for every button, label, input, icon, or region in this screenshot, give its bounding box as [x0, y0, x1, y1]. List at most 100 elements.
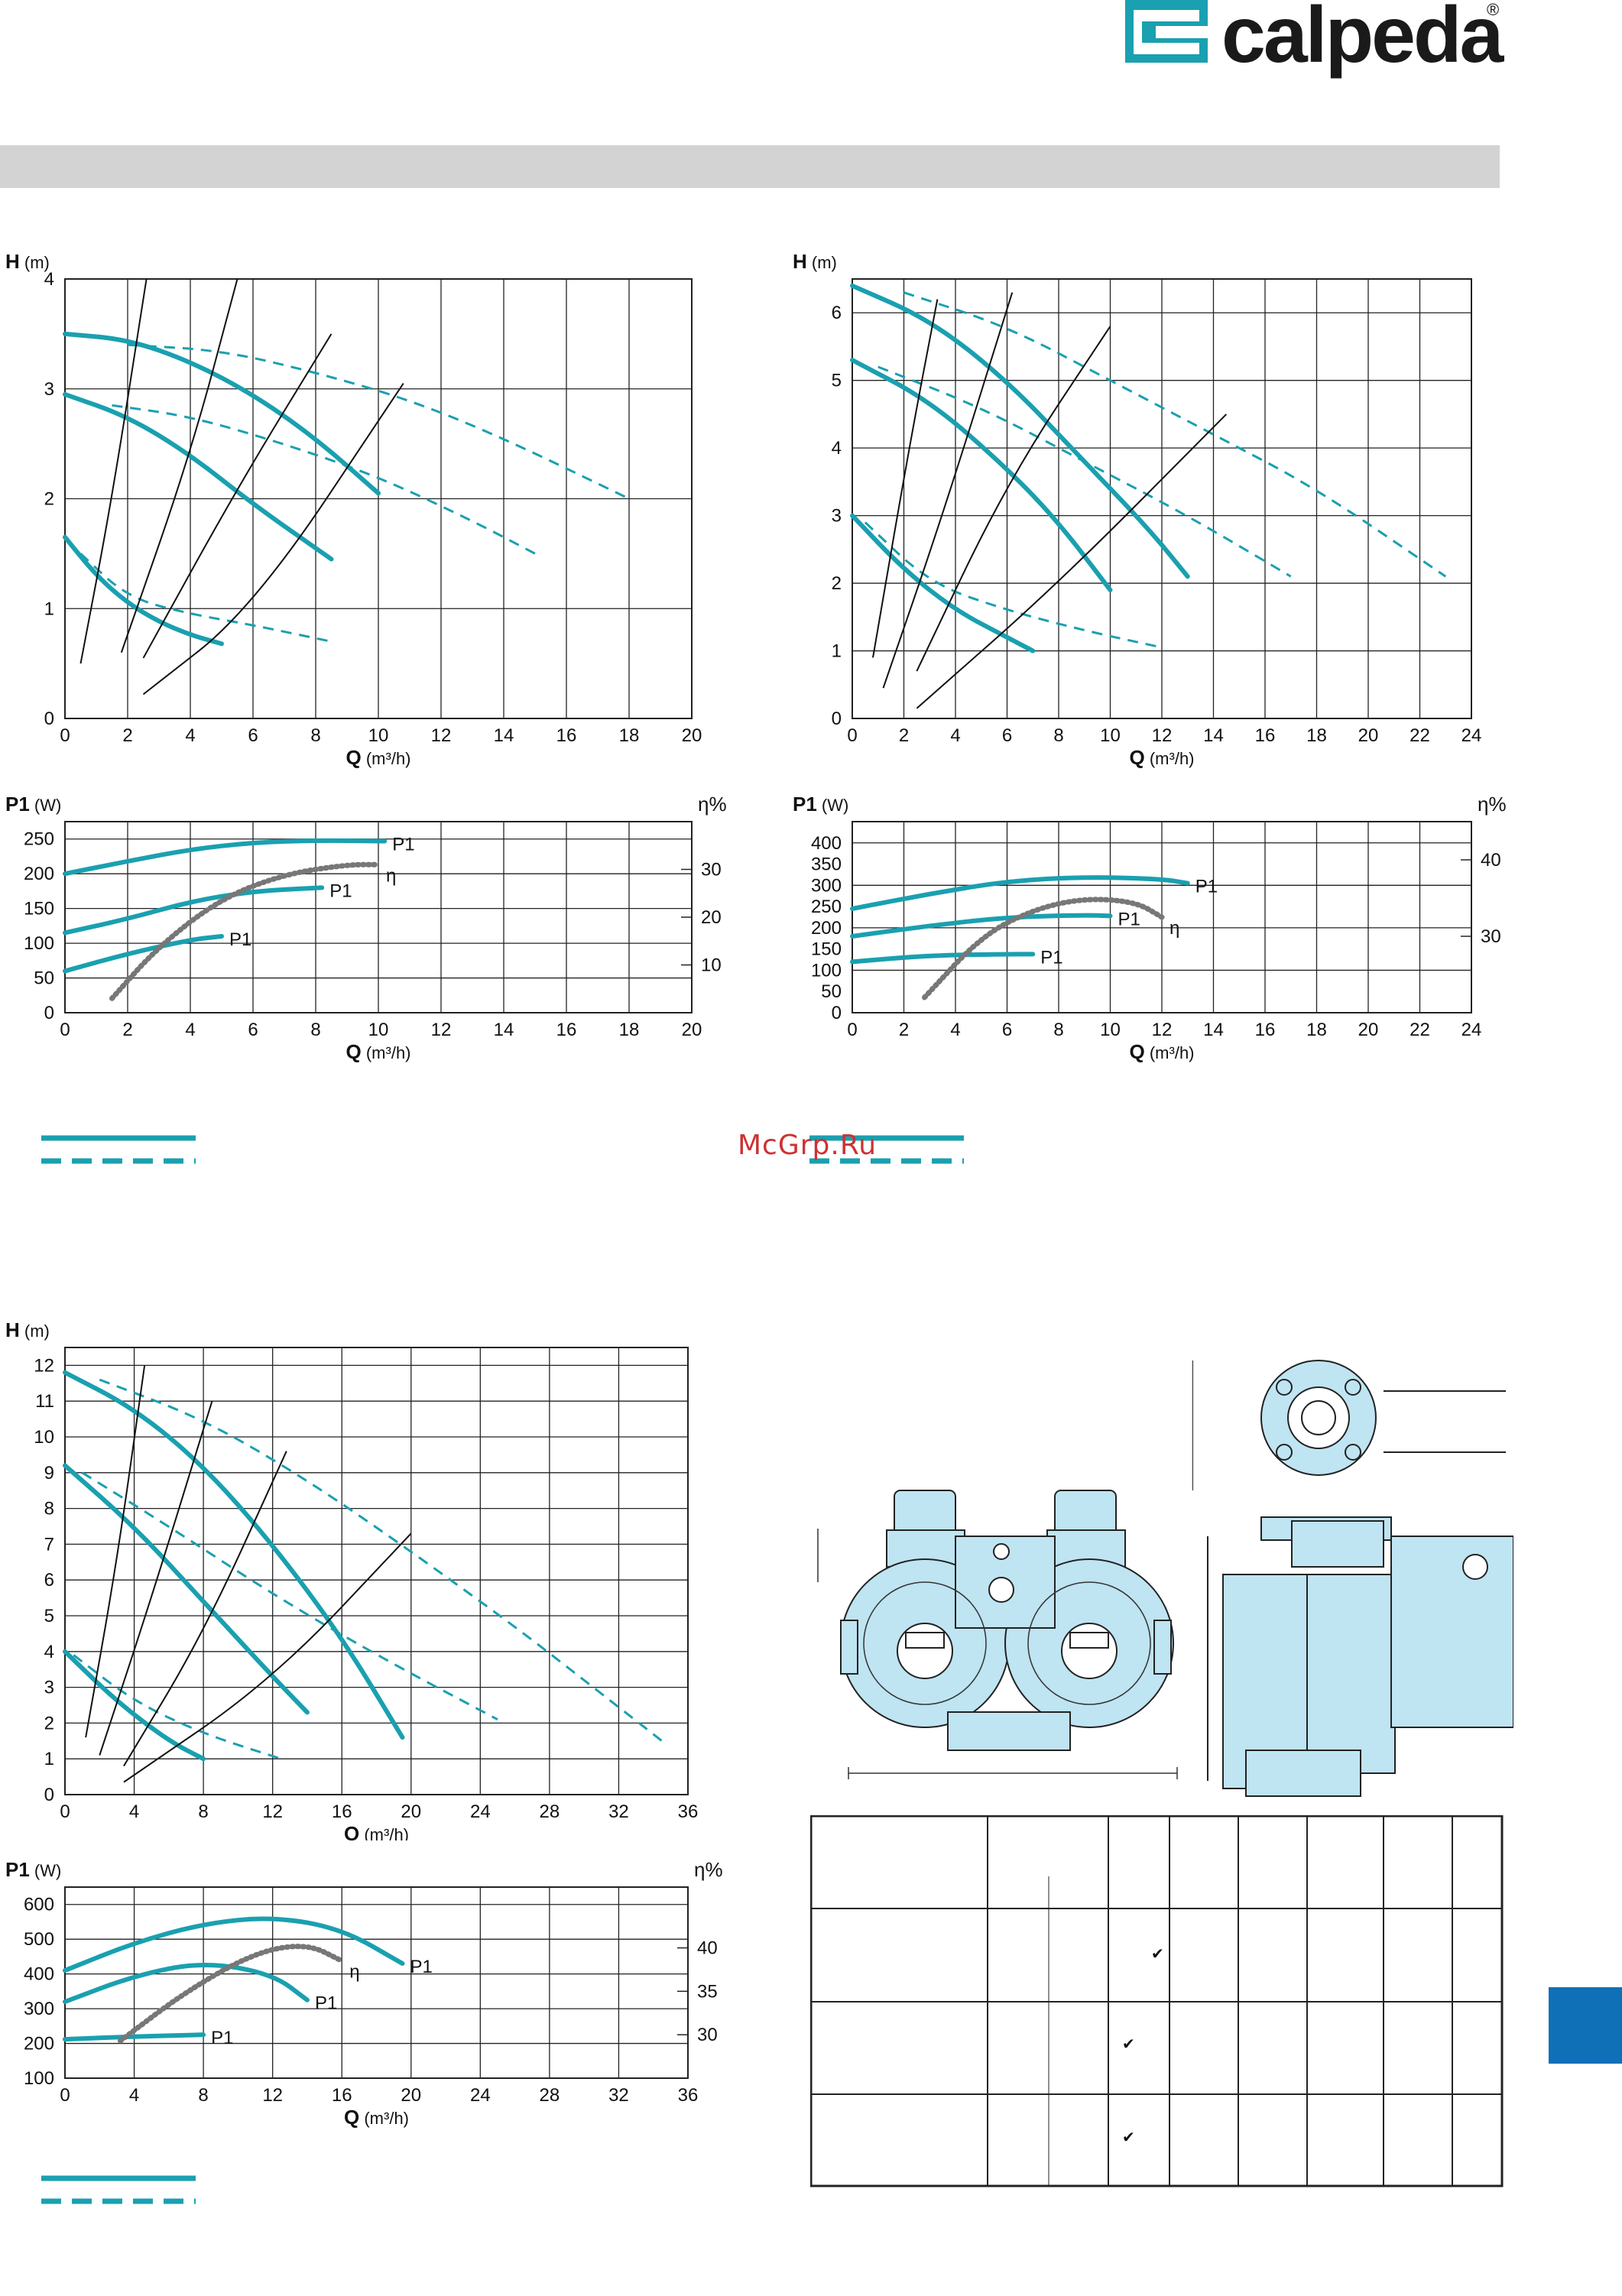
y-tick-label: 600	[24, 1895, 54, 1915]
series-label: η	[349, 1962, 359, 1983]
y-tick-label: 7	[44, 1534, 54, 1555]
series-label: P1	[211, 2028, 233, 2048]
plot-frame	[852, 278, 1472, 719]
series-system-7	[120, 278, 238, 653]
x-tick-label: 6	[248, 725, 258, 746]
y-tick-label: 11	[35, 1391, 54, 1412]
y-tick-label: 1	[832, 641, 842, 662]
x-axis-label: Q (m³/h)	[344, 2106, 409, 2129]
y-tick-label: 150	[24, 899, 54, 919]
y-axis-label: H (m)	[5, 250, 50, 273]
series-solid-1	[63, 331, 381, 496]
x-tick-label: 4	[129, 1801, 139, 1822]
series-system-8	[142, 333, 333, 659]
y-tick-label: 200	[24, 864, 54, 884]
plot-frame	[64, 1886, 689, 2079]
x-tick-label: 10	[368, 725, 389, 746]
y-tick-label: 2	[44, 1713, 54, 1733]
power-efficiency-chart-3: 0 4 8 12 16 20 24 28 32 36 100 200 300 400 500 600 30 35 4…	[5, 1858, 723, 2129]
x-tick-label: 10	[1100, 1020, 1121, 1040]
y-tick-label: 9	[44, 1463, 54, 1484]
series-dashed-3	[112, 404, 536, 555]
x-tick-label: 20	[1358, 1020, 1379, 1040]
x-tick-label: 4	[129, 2085, 139, 2106]
series-system-7	[882, 292, 1014, 689]
x-tick-label: 2	[899, 725, 909, 746]
series-solid-2	[850, 513, 1036, 653]
y-tick-label: 150	[811, 939, 842, 960]
y-tick-label: 2	[832, 573, 842, 594]
y-tick-label: 200	[811, 918, 842, 939]
y-tick-label: 5	[44, 1606, 54, 1626]
x-tick-label: 16	[1255, 725, 1276, 746]
y2-tick-label: 30	[1481, 926, 1501, 947]
x-tick-label: 12	[1152, 1020, 1173, 1040]
y-tick-label: 3	[44, 379, 54, 400]
y-tick-label: 200	[24, 2034, 54, 2054]
x-tick-label: 16	[556, 725, 577, 746]
series-solid-2	[850, 952, 1036, 965]
y2-tick-label: 10	[701, 955, 722, 976]
series-dotted-3	[109, 861, 381, 1001]
x-tick-label: 24	[1461, 725, 1482, 746]
y-tick-label: 400	[24, 1964, 54, 1985]
x-tick-label: 12	[262, 2085, 283, 2106]
y-tick-label: 350	[811, 855, 842, 875]
x-tick-label: 36	[678, 2085, 699, 2106]
y2-tick-label: 40	[697, 1938, 718, 1959]
x-axis-label: Q (m³/h)	[1130, 746, 1195, 769]
series-solid-1	[63, 1962, 310, 2004]
x-tick-label: 16	[556, 1020, 577, 1040]
x-tick-label: 12	[1152, 725, 1173, 746]
x-axis-label: Q (m³/h)	[346, 746, 411, 769]
y-tick-label: 100	[24, 2068, 54, 2089]
x-tick-label: 24	[1461, 1020, 1482, 1040]
y2-axis-label: η%	[694, 1858, 723, 1881]
x-tick-label: 6	[1002, 1020, 1012, 1040]
series-label: P1	[315, 1993, 337, 2014]
series-solid-2	[63, 534, 224, 647]
x-tick-label: 4	[950, 725, 960, 746]
x-tick-label: 4	[185, 1020, 195, 1040]
y-tick-label: 1	[44, 1749, 54, 1769]
y-axis-label: P1 (W)	[5, 1858, 61, 1881]
y-tick-label: 12	[34, 1355, 54, 1376]
series-system-9	[916, 413, 1228, 709]
x-tick-label: 24	[470, 1801, 491, 1822]
power-efficiency-chart-1: 0 2 4 6 8 10 12 14 16 18 20050100150200250102030η%…	[5, 793, 727, 1063]
x-tick-label: 14	[1203, 1020, 1224, 1040]
series-solid-2	[63, 934, 224, 974]
x-tick-label: 14	[494, 725, 514, 746]
y-axis-label: H (m)	[5, 1318, 50, 1341]
y-tick-label: 300	[24, 1999, 54, 2019]
series-label: P1	[229, 929, 251, 950]
pump-side-drawing	[1192, 1360, 1513, 1797]
series-solid-1	[850, 913, 1113, 939]
x-tick-label: 0	[60, 2085, 70, 2106]
series-dashed-3	[99, 1378, 663, 1742]
series-dashed-3	[903, 291, 1447, 578]
x-tick-label: 8	[1053, 725, 1063, 746]
y-tick-label: 4	[832, 438, 842, 459]
x-tick-label: 24	[470, 2085, 491, 2106]
series-system-6	[85, 1365, 146, 1738]
section-tab	[1549, 1987, 1622, 2064]
legend-key-3	[41, 2175, 196, 2204]
x-tick-label: 16	[332, 1801, 352, 1822]
series-dashed-4	[127, 343, 630, 500]
x-tick-label: 2	[899, 1020, 909, 1040]
x-tick-label: 0	[60, 725, 70, 746]
x-tick-label: 2	[122, 725, 132, 746]
series-label: η	[1169, 918, 1179, 939]
x-tick-label: 36	[678, 1801, 699, 1822]
x-tick-label: 20	[401, 2085, 421, 2106]
power-efficiency-chart-2: 0 2 4 6 8 10 12 14 16 18 20 22 240100200300400501502…	[793, 793, 1507, 1063]
x-tick-label: 22	[1410, 1020, 1430, 1040]
y-tick-label: 10	[34, 1427, 54, 1448]
x-tick-label: 0	[847, 1020, 857, 1040]
x-tick-label: 20	[682, 1020, 702, 1040]
x-tick-label: 16	[332, 2085, 352, 2106]
y-tick-label: 0	[44, 1003, 54, 1023]
y-tick-label: 3	[832, 506, 842, 527]
